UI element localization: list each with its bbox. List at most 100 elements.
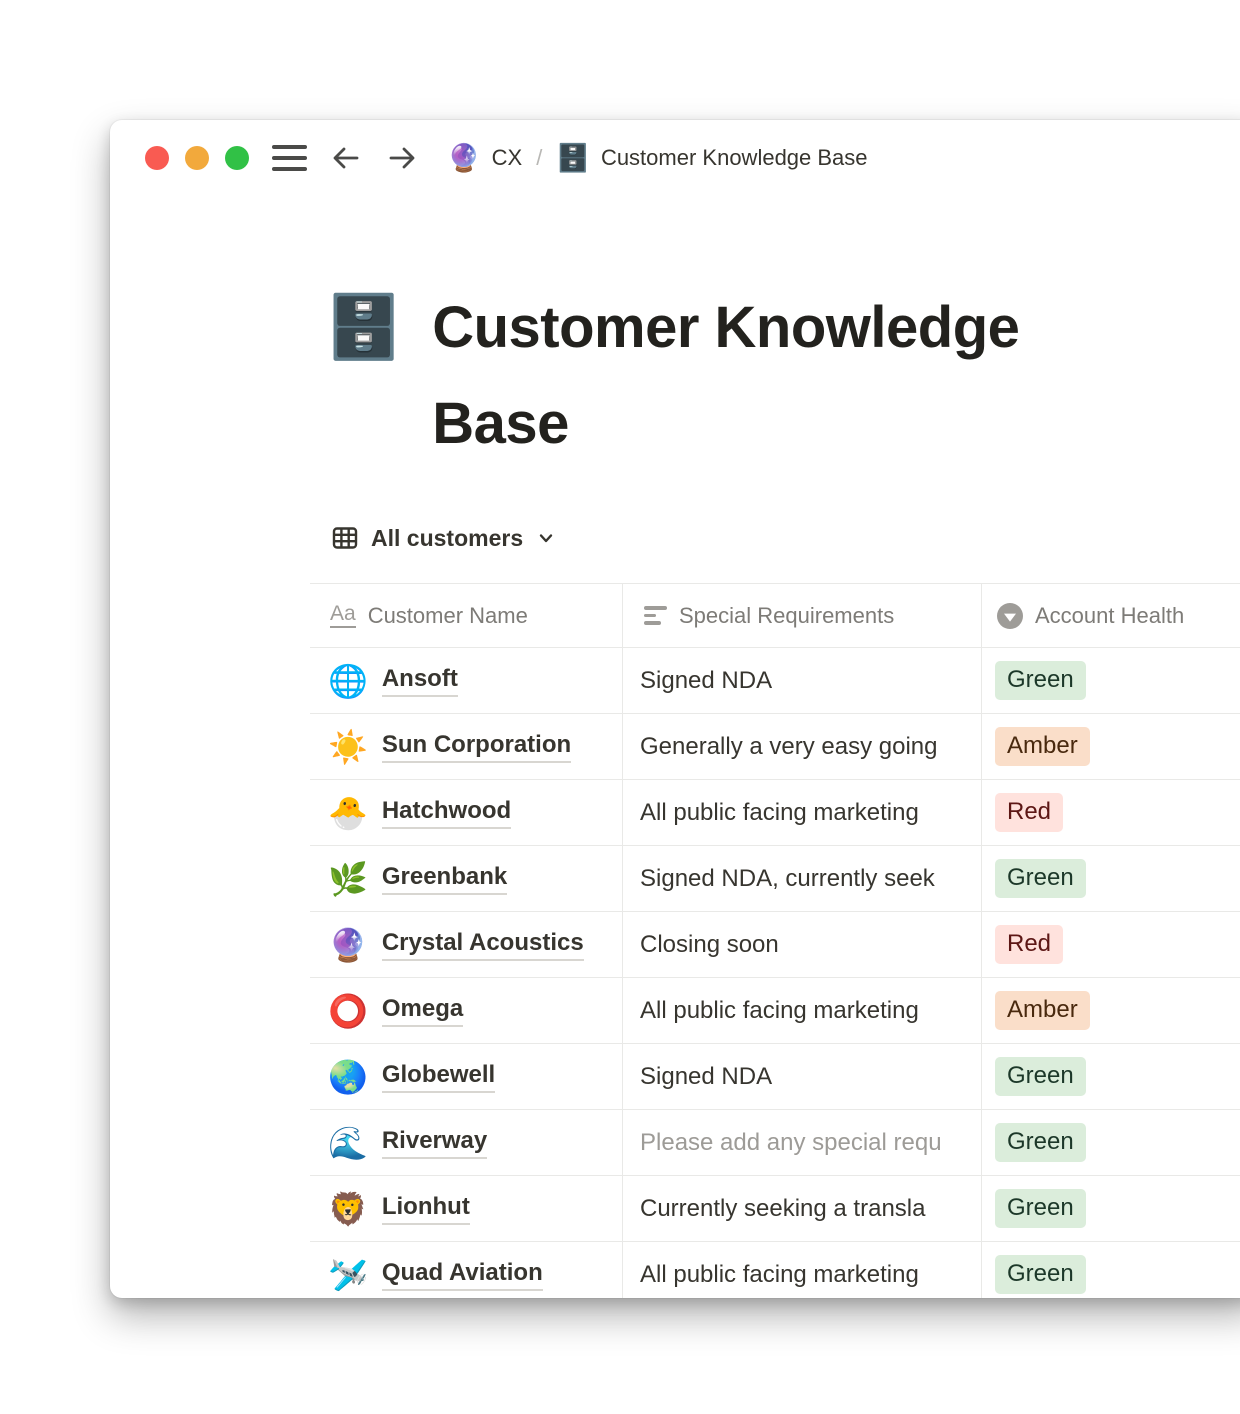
special-requirements-cell[interactable]: Closing soon [623, 912, 982, 978]
breadcrumb-separator: / [536, 145, 543, 170]
customer-name-cell[interactable]: 🌐 Ansoft [310, 648, 623, 714]
chevron-down-icon [539, 534, 553, 543]
table-body: 🌐 Ansoft Signed NDA Green ☀️ Sun Corpora… [310, 648, 1240, 1298]
health-badge: Amber [995, 727, 1090, 766]
special-requirements-cell[interactable]: All public facing marketing [623, 780, 982, 846]
customer-name-link[interactable]: Hatchwood [381, 797, 512, 829]
table-row: ☀️ Sun Corporation Generally a very easy… [310, 714, 1240, 780]
customer-name-link[interactable]: Globewell [381, 1061, 496, 1093]
special-requirements-cell[interactable]: All public facing marketing [623, 1242, 982, 1298]
account-health-cell[interactable]: Amber [982, 978, 1240, 1044]
table-row: 🌊 Riverway Please add any special requ G… [310, 1110, 1240, 1176]
breadcrumb: 🔮 CX / 🗄️ Customer Knowledge Base [441, 142, 874, 175]
account-health-cell[interactable]: Green [982, 648, 1240, 714]
table-row: 🌏 Globewell Signed NDA Green [310, 1044, 1240, 1110]
breadcrumb-workspace[interactable]: 🔮 CX [441, 142, 528, 175]
column-header-account-health[interactable]: Account Health [982, 584, 1240, 647]
column-header-label: Customer Name [367, 602, 528, 628]
customer-icon: 🌐 [328, 662, 368, 699]
column-header-special-requirements[interactable]: Special Requirements [623, 584, 982, 647]
health-badge: Green [995, 859, 1086, 898]
special-requirements-cell[interactable]: Signed NDA [623, 1044, 982, 1110]
page-content: 🗄️ Customer Knowledge Base All customers [110, 196, 1240, 1298]
customer-name-cell[interactable]: 🌿 Greenbank [310, 846, 623, 912]
account-health-cell[interactable]: Red [982, 780, 1240, 846]
special-requirements-cell[interactable]: Currently seeking a transla [623, 1176, 982, 1242]
table-row: 🌐 Ansoft Signed NDA Green [310, 648, 1240, 714]
breadcrumb-workspace-label: CX [491, 145, 523, 170]
customer-icon: 🔮 [328, 926, 368, 963]
back-icon[interactable] [329, 141, 363, 175]
customer-icon: 🦁 [328, 1190, 368, 1227]
close-window-button[interactable] [145, 146, 169, 170]
special-requirements-cell[interactable]: All public facing marketing [623, 978, 982, 1044]
health-badge: Red [995, 793, 1064, 832]
special-requirements-cell[interactable]: Signed NDA [623, 648, 982, 714]
page-title-row: 🗄️ Customer Knowledge Base [325, 280, 1240, 472]
table-row: 🔮 Crystal Acoustics Closing soon Red [310, 912, 1240, 978]
customer-name-cell[interactable]: ⭕ Omega [310, 978, 623, 1044]
health-badge: Amber [995, 991, 1090, 1030]
health-badge: Green [995, 1255, 1086, 1294]
customer-icon: 🌏 [328, 1058, 368, 1095]
window-titlebar: 🔮 CX / 🗄️ Customer Knowledge Base [110, 120, 1240, 196]
customer-name-cell[interactable]: 🦁 Lionhut [310, 1176, 623, 1242]
database-table: Aa Customer Name Special Requirements Ac… [310, 583, 1240, 1298]
page-icon[interactable]: 🗄️ [325, 293, 403, 362]
column-header-customer-name[interactable]: Aa Customer Name [310, 584, 623, 647]
account-health-cell[interactable]: Amber [982, 714, 1240, 780]
account-health-cell[interactable]: Green [982, 1176, 1240, 1242]
customer-icon: ⭕ [328, 992, 368, 1029]
customer-icon: 🛩️ [328, 1256, 368, 1293]
table-view-icon [332, 527, 358, 549]
customer-icon: ☀️ [328, 728, 368, 765]
table-row: 🌿 Greenbank Signed NDA, currently seek G… [310, 846, 1240, 912]
table-row: 🦁 Lionhut Currently seeking a transla Gr… [310, 1176, 1240, 1242]
customer-name-cell[interactable]: 🌏 Globewell [310, 1044, 623, 1110]
minimize-window-button[interactable] [185, 146, 209, 170]
sidebar-menu-icon[interactable] [272, 145, 307, 171]
customer-name-cell[interactable]: 🔮 Crystal Acoustics [310, 912, 623, 978]
special-requirements-cell[interactable]: Signed NDA, currently seek [623, 846, 982, 912]
customer-name-link[interactable]: Crystal Acoustics [381, 929, 584, 961]
account-health-cell[interactable]: Green [982, 846, 1240, 912]
view-switcher[interactable]: All customers [332, 520, 556, 556]
forward-icon[interactable] [385, 141, 419, 175]
account-health-cell[interactable]: Green [982, 1044, 1240, 1110]
customer-icon: 🌊 [328, 1124, 368, 1161]
customer-name-cell[interactable]: 🐣 Hatchwood [310, 780, 623, 846]
health-badge: Green [995, 1123, 1086, 1162]
select-property-icon [997, 602, 1023, 629]
file-cabinet-icon: 🗄️ [556, 142, 590, 173]
customer-name-link[interactable]: Lionhut [381, 1193, 470, 1225]
account-health-cell[interactable]: Green [982, 1242, 1240, 1298]
health-badge: Green [995, 1057, 1086, 1096]
customer-name-link[interactable]: Greenbank [381, 863, 508, 895]
crystal-ball-icon: 🔮 [447, 142, 481, 173]
title-property-icon: Aa [330, 603, 356, 628]
customer-name-link[interactable]: Omega [381, 995, 464, 1027]
customer-name-cell[interactable]: ☀️ Sun Corporation [310, 714, 623, 780]
customer-name-cell[interactable]: 🛩️ Quad Aviation [310, 1242, 623, 1298]
customer-name-link[interactable]: Ansoft [381, 665, 458, 697]
breadcrumb-page-label: Customer Knowledge Base [600, 145, 868, 170]
customer-name-link[interactable]: Sun Corporation [381, 731, 572, 763]
customer-name-cell[interactable]: 🌊 Riverway [310, 1110, 623, 1176]
breadcrumb-page[interactable]: 🗄️ Customer Knowledge Base [550, 142, 873, 175]
health-badge: Red [995, 925, 1064, 964]
traffic-lights [145, 146, 249, 170]
customer-name-link[interactable]: Quad Aviation [381, 1259, 543, 1291]
health-badge: Green [995, 661, 1086, 700]
customer-icon: 🌿 [328, 860, 368, 897]
table-header-row: Aa Customer Name Special Requirements Ac… [310, 583, 1240, 648]
special-requirements-cell[interactable]: Please add any special requ [623, 1110, 982, 1176]
customer-icon: 🐣 [328, 794, 368, 831]
maximize-window-button[interactable] [225, 146, 249, 170]
column-header-label: Account Health [1035, 602, 1185, 628]
special-requirements-cell[interactable]: Generally a very easy going [623, 714, 982, 780]
table-row: 🐣 Hatchwood All public facing marketing … [310, 780, 1240, 846]
customer-name-link[interactable]: Riverway [381, 1127, 488, 1159]
account-health-cell[interactable]: Green [982, 1110, 1240, 1176]
account-health-cell[interactable]: Red [982, 912, 1240, 978]
